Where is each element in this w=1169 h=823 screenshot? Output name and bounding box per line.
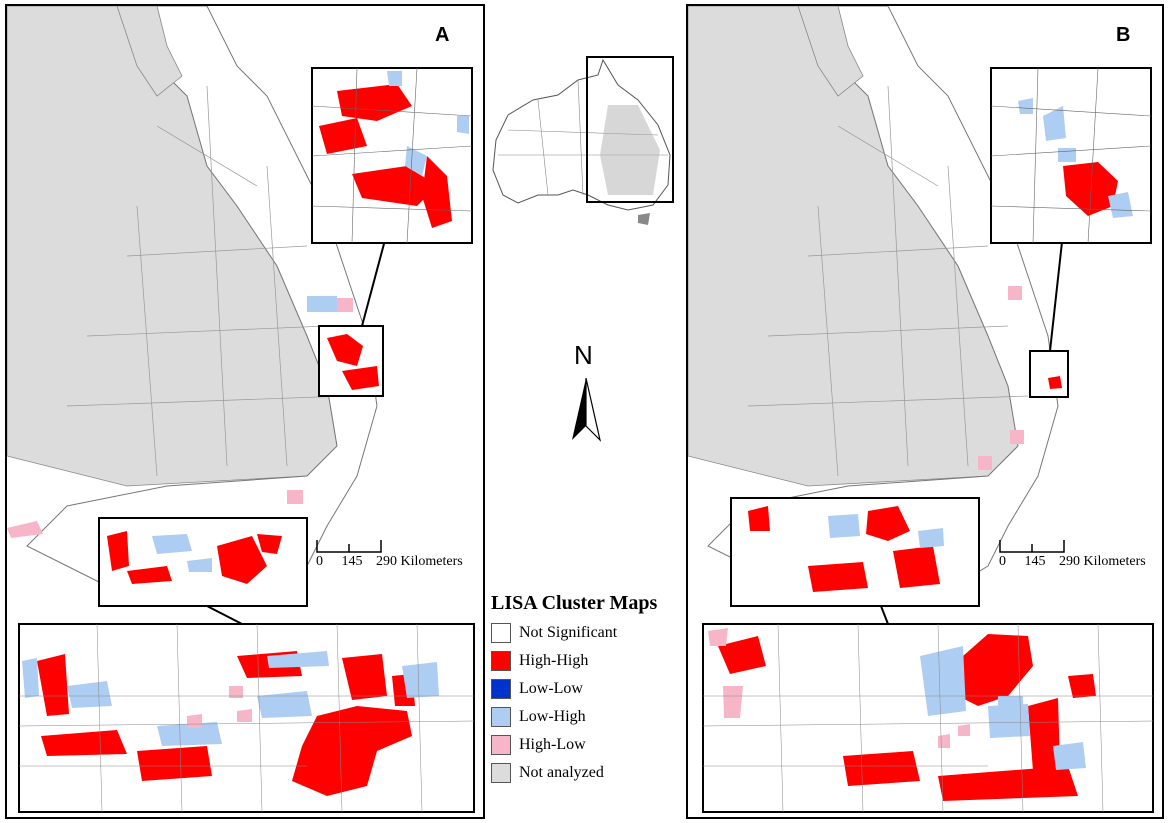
scale-bar-graphic-b — [999, 540, 1065, 553]
australia-regions — [498, 79, 668, 196]
study-area-a — [26, 6, 378, 597]
inset-connector — [880, 605, 889, 625]
inset-connector — [206, 605, 243, 625]
high-low-patch — [287, 490, 303, 504]
high-high-cluster — [718, 634, 1096, 801]
scale-tick-290: 290 — [1059, 554, 1080, 569]
high-low-cluster — [708, 628, 970, 748]
legend-label: Low-Low — [519, 680, 583, 697]
inset-grid-lines — [311, 67, 473, 244]
scale-tick-145: 145 — [341, 554, 363, 569]
cape-york-b — [797, 6, 864, 97]
low-high-cluster — [152, 534, 212, 572]
inset-connector — [1049, 241, 1063, 352]
region-lines-b — [747, 85, 1029, 477]
legend-label: Low-High — [519, 708, 586, 725]
legend-title: LISA Cluster Maps — [491, 592, 658, 614]
legend-item: Not analyzed — [491, 761, 681, 785]
map-panel-b-canvas — [688, 6, 1154, 813]
scale-unit: Kilometers — [400, 554, 463, 569]
inset-locator-brisbane-b — [1029, 350, 1069, 398]
north-arrow-icon — [572, 378, 602, 442]
locator-extent-box — [586, 56, 674, 203]
high-low-cluster — [187, 686, 252, 728]
high-low-patch — [1010, 430, 1024, 444]
scale-unit: Kilometers — [1083, 554, 1146, 569]
legend-swatch — [491, 707, 511, 727]
north-arrow: N — [560, 340, 610, 450]
panel-label-a: A — [435, 24, 450, 46]
high-high-cluster — [1063, 162, 1118, 216]
low-high-cluster — [920, 646, 1086, 770]
legend-item: Low-High — [491, 705, 681, 729]
high-high-cluster — [748, 506, 940, 592]
high-high-cluster — [1048, 376, 1062, 389]
scale-tick-290: 290 — [376, 554, 397, 569]
high-high-cluster — [107, 531, 282, 584]
legend-item: High-Low — [491, 733, 681, 757]
low-high-cluster — [1018, 98, 1133, 218]
legend: LISA Cluster Maps Not Significant High-H… — [491, 592, 681, 789]
legend-item: Low-Low — [491, 677, 681, 701]
high-low-patch — [7, 521, 43, 538]
map-panel-a: A — [5, 4, 485, 819]
inset-connector — [361, 239, 386, 327]
low-high-patch — [307, 296, 337, 312]
legend-label: High-High — [519, 652, 589, 669]
legend-swatch — [491, 763, 511, 783]
scale-bar-graphic-a — [316, 540, 382, 553]
high-high-cluster — [327, 334, 379, 390]
legend-label: Not Significant — [519, 624, 618, 641]
cape-york-a — [116, 6, 183, 97]
scale-tick-0: 0 — [316, 554, 323, 569]
legend-swatch — [491, 735, 511, 755]
low-high-cluster — [22, 651, 439, 746]
high-high-cluster — [319, 84, 452, 228]
inset-victoria-b — [702, 623, 1154, 813]
north-arrow-label: N — [574, 340, 593, 370]
legend-swatch — [491, 651, 511, 671]
legend-label: High-Low — [519, 736, 586, 753]
inset-grid-lines — [18, 623, 475, 813]
inset-grid-lines — [702, 623, 1154, 813]
australia-dense-east — [600, 105, 660, 195]
legend-swatch — [491, 623, 511, 643]
scale-tick-0: 0 — [999, 554, 1006, 569]
region-lines-a — [66, 85, 348, 477]
panel-label-b: B — [1116, 24, 1131, 46]
tasmania — [638, 213, 650, 225]
map-panel-a-canvas — [7, 6, 475, 813]
scale-tick-145: 145 — [1024, 554, 1046, 569]
legend-item: Not Significant — [491, 621, 681, 645]
high-high-cluster — [37, 651, 415, 796]
legend-swatch — [491, 679, 511, 699]
australia-locator-map — [492, 56, 674, 225]
inset-grid-lines — [990, 67, 1152, 244]
scale-bar-b: 0 145 290 Kilometers — [999, 540, 1146, 570]
high-low-patch — [337, 298, 353, 312]
high-low-patch — [978, 456, 992, 470]
low-high-cluster — [828, 514, 944, 548]
legend-item: High-High — [491, 649, 681, 673]
high-low-patch — [1008, 286, 1022, 300]
scale-bar-a: 0 145 290 Kilometers — [316, 540, 463, 570]
legend-label: Not analyzed — [519, 764, 604, 781]
map-panel-b: B — [686, 4, 1164, 819]
